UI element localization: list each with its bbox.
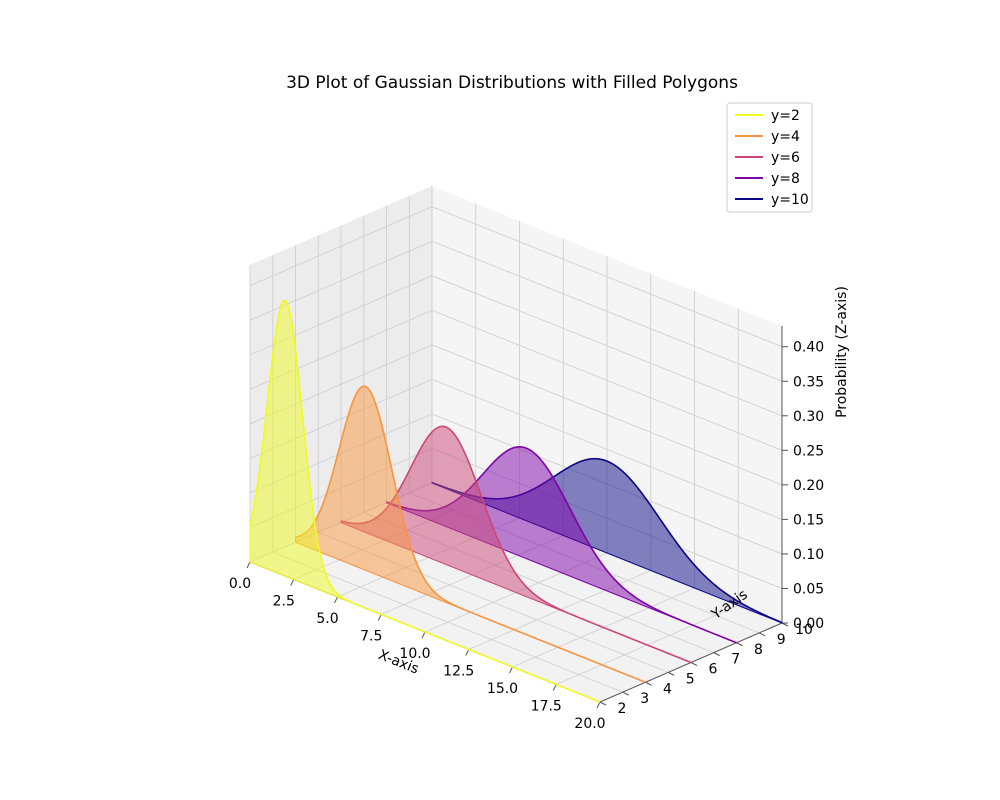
legend-label: y=10: [771, 192, 809, 208]
y-tick-label: 9: [777, 632, 786, 648]
legend-label: y=8: [771, 171, 800, 187]
series-line-y-4: [295, 385, 646, 683]
z-tick-label: 0.35: [793, 374, 824, 390]
series-line-y-6: [340, 425, 692, 664]
y-tick-mark: [622, 691, 629, 696]
z-tick-label: 0.10: [793, 547, 824, 563]
series-line-y-2: [249, 299, 601, 703]
x-tick-label: 7.5: [360, 629, 382, 645]
y-tick-mark: [690, 662, 698, 666]
grid-line-z: [249, 344, 783, 486]
x-tick-label: 5.0: [316, 611, 338, 627]
legend-label: y=6: [771, 150, 800, 166]
y-tick-mark: [599, 701, 607, 706]
grid-line-z: [249, 240, 783, 382]
y-tick-label: 4: [663, 681, 672, 697]
grid-line-z: [249, 275, 783, 417]
grid-line-z: [249, 413, 783, 555]
y-tick-label: 10: [795, 622, 813, 638]
legend-label: y=4: [771, 129, 800, 145]
x-tick-mark: [421, 631, 426, 639]
z-tick-label: 0.30: [793, 409, 824, 425]
y-tick-mark: [668, 671, 675, 676]
x-tick-mark: [465, 649, 470, 656]
x-tick-label: 10.0: [399, 646, 430, 662]
z-axis-label: Probability (Z-axis): [834, 286, 850, 418]
legend-label: y=2: [771, 108, 800, 124]
chart-title: 3D Plot of Gaussian Distributions with F…: [286, 73, 738, 93]
grid-line-z: [249, 206, 783, 348]
y-tick-label: 8: [754, 642, 763, 658]
x-tick-mark: [290, 579, 295, 586]
z-tick-label: 0.25: [793, 443, 824, 459]
y-tick-mark: [736, 642, 743, 647]
x-tick-label: 20.0: [574, 716, 605, 732]
legend: y=2 y=4 y=6 y=8 y=10: [726, 102, 813, 213]
y-tick-mark: [759, 632, 766, 637]
grid-line-z: [249, 309, 783, 451]
x-tick-label: 2.5: [273, 594, 295, 610]
x-tick-label: 12.5: [443, 664, 474, 680]
y-tick-label: 7: [731, 652, 740, 668]
axis-ticks: 0.0 2.5 5.0 7.5 10.0 12.5 15.0 17.5 20.0 23456789…: [229, 340, 824, 732]
x-tick-mark: [334, 596, 338, 604]
y-tick-label: 2: [618, 701, 627, 717]
z-tick-label: 0.05: [793, 581, 824, 597]
grid-line-z: [249, 378, 783, 520]
x-tick-label: 17.5: [531, 699, 562, 715]
z-tick-label: 0.15: [793, 512, 824, 528]
y-tick-label: 5: [686, 671, 695, 687]
x-tick-label: 15.0: [487, 681, 518, 697]
x-tick-mark: [596, 701, 601, 709]
x-tick-mark: [509, 666, 513, 674]
x-tick-mark: [377, 614, 382, 621]
y-tick-label: 6: [709, 662, 718, 678]
series-group: [249, 299, 783, 703]
z-tick-label: 0.20: [793, 478, 824, 494]
x-tick-mark: [246, 561, 251, 569]
legend-frame: [726, 102, 813, 213]
x-tick-label: 0.0: [229, 576, 251, 592]
y-tick-mark: [713, 652, 720, 657]
y-tick-label: 3: [640, 691, 649, 707]
x-tick-mark: [552, 684, 557, 691]
z-tick-label: 0.00: [793, 616, 824, 632]
y-tick-mark: [645, 681, 652, 686]
z-tick-label: 0.40: [793, 340, 824, 356]
